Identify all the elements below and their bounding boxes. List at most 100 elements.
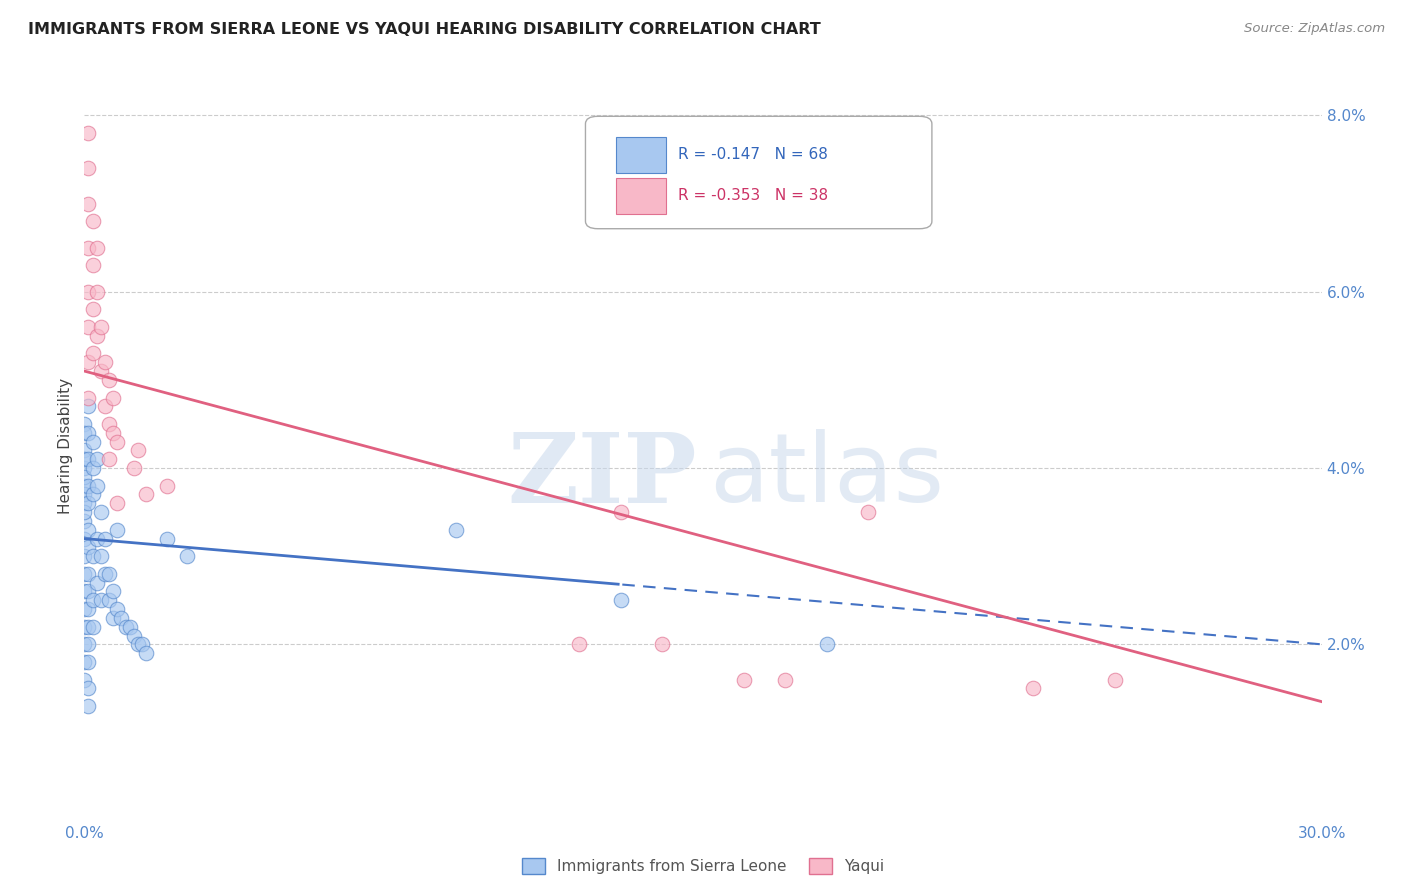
Point [82, 593, 104, 607]
Point [86, 575, 108, 590]
Point [77, 566, 100, 581]
Point [77, 478, 100, 492]
Point [94, 355, 117, 369]
Point [77, 126, 100, 140]
Point [77, 699, 100, 714]
Point [77, 523, 100, 537]
Point [94, 566, 117, 581]
Point [105, 434, 128, 449]
Point [103, 391, 125, 405]
Point [73, 417, 96, 431]
Bar [616, 136, 666, 172]
Point [73, 584, 96, 599]
Point [86, 452, 108, 467]
Text: Source: ZipAtlas.com: Source: ZipAtlas.com [1244, 22, 1385, 36]
Point [73, 470, 96, 484]
Point [82, 302, 104, 317]
Point [77, 241, 100, 255]
Point [86, 241, 108, 255]
Point [82, 487, 104, 501]
Point [77, 400, 100, 414]
Point [1104, 673, 1126, 687]
Point [86, 328, 108, 343]
Point [156, 532, 179, 546]
Point [77, 637, 100, 651]
Point [82, 434, 104, 449]
Point [73, 566, 96, 581]
Point [176, 549, 198, 564]
Point [90, 549, 112, 564]
Point [90, 593, 112, 607]
Point [105, 523, 128, 537]
Point [73, 425, 96, 440]
Point [73, 443, 96, 458]
Point [127, 443, 149, 458]
Point [98, 452, 121, 467]
Point [73, 452, 96, 467]
Point [815, 637, 838, 651]
Bar [616, 178, 666, 214]
Point [77, 320, 100, 334]
Point [110, 611, 132, 625]
Point [77, 196, 100, 211]
Point [568, 637, 591, 651]
Legend: Immigrants from Sierra Leone, Yaqui: Immigrants from Sierra Leone, Yaqui [516, 852, 890, 880]
Point [122, 461, 145, 475]
Point [82, 549, 104, 564]
Point [82, 346, 104, 360]
Point [77, 541, 100, 555]
Y-axis label: Hearing Disability: Hearing Disability [58, 378, 73, 514]
Point [73, 487, 96, 501]
Point [98, 417, 121, 431]
Point [73, 532, 96, 546]
Point [86, 532, 108, 546]
Point [82, 461, 104, 475]
Point [118, 620, 141, 634]
Point [77, 681, 100, 696]
Point [733, 673, 755, 687]
Text: ZIP: ZIP [508, 429, 697, 523]
Point [856, 505, 879, 519]
FancyBboxPatch shape [585, 116, 932, 228]
Point [775, 673, 797, 687]
Point [77, 425, 100, 440]
Point [135, 646, 157, 660]
Text: IMMIGRANTS FROM SIERRA LEONE VS YAQUI HEARING DISABILITY CORRELATION CHART: IMMIGRANTS FROM SIERRA LEONE VS YAQUI HE… [28, 22, 821, 37]
Point [73, 602, 96, 616]
Point [90, 364, 112, 378]
Point [77, 391, 100, 405]
Point [73, 655, 96, 669]
Text: atlas: atlas [709, 429, 945, 523]
Point [77, 452, 100, 467]
Point [1022, 681, 1045, 696]
Point [105, 496, 128, 510]
Point [98, 593, 121, 607]
Point [609, 505, 631, 519]
Point [77, 655, 100, 669]
Point [94, 532, 117, 546]
Point [82, 258, 104, 272]
Point [77, 584, 100, 599]
Point [135, 487, 157, 501]
Point [77, 496, 100, 510]
Point [77, 161, 100, 176]
Point [122, 628, 145, 642]
Point [73, 478, 96, 492]
Point [73, 461, 96, 475]
Point [114, 620, 136, 634]
Point [73, 514, 96, 528]
Text: R = -0.147   N = 68: R = -0.147 N = 68 [678, 147, 828, 162]
Point [73, 496, 96, 510]
Point [156, 478, 179, 492]
Point [103, 425, 125, 440]
Point [127, 637, 149, 651]
Point [86, 285, 108, 299]
Text: R = -0.353   N = 38: R = -0.353 N = 38 [678, 188, 828, 203]
Point [77, 355, 100, 369]
Point [651, 637, 673, 651]
Point [77, 285, 100, 299]
Point [98, 566, 121, 581]
Point [86, 478, 108, 492]
Point [73, 505, 96, 519]
Point [98, 373, 121, 387]
